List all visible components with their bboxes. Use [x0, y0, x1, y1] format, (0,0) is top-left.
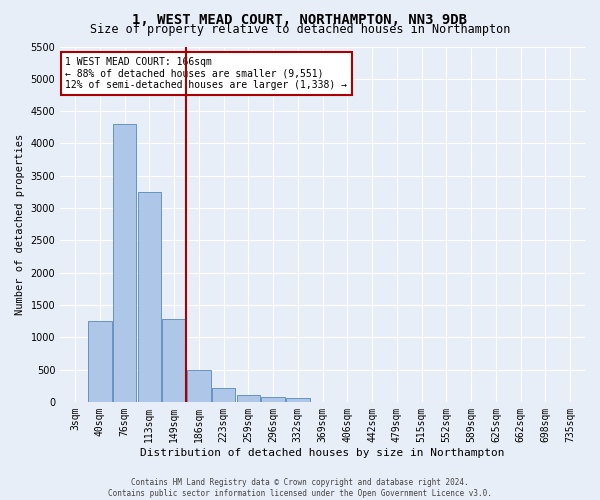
Text: Contains HM Land Registry data © Crown copyright and database right 2024.
Contai: Contains HM Land Registry data © Crown c…	[108, 478, 492, 498]
Bar	[137, 192, 161, 402]
Bar	[88, 321, 112, 402]
Bar	[113, 124, 136, 402]
Bar	[262, 397, 285, 402]
Bar	[236, 394, 260, 402]
Bar	[212, 388, 235, 402]
Y-axis label: Number of detached properties: Number of detached properties	[15, 134, 25, 315]
Bar	[187, 370, 211, 402]
Text: 1 WEST MEAD COURT: 166sqm
← 88% of detached houses are smaller (9,551)
12% of se: 1 WEST MEAD COURT: 166sqm ← 88% of detac…	[65, 57, 347, 90]
Bar	[162, 319, 186, 402]
Bar	[286, 398, 310, 402]
Text: Size of property relative to detached houses in Northampton: Size of property relative to detached ho…	[90, 22, 510, 36]
X-axis label: Distribution of detached houses by size in Northampton: Distribution of detached houses by size …	[140, 448, 505, 458]
Text: 1, WEST MEAD COURT, NORTHAMPTON, NN3 9DB: 1, WEST MEAD COURT, NORTHAMPTON, NN3 9DB	[133, 12, 467, 26]
